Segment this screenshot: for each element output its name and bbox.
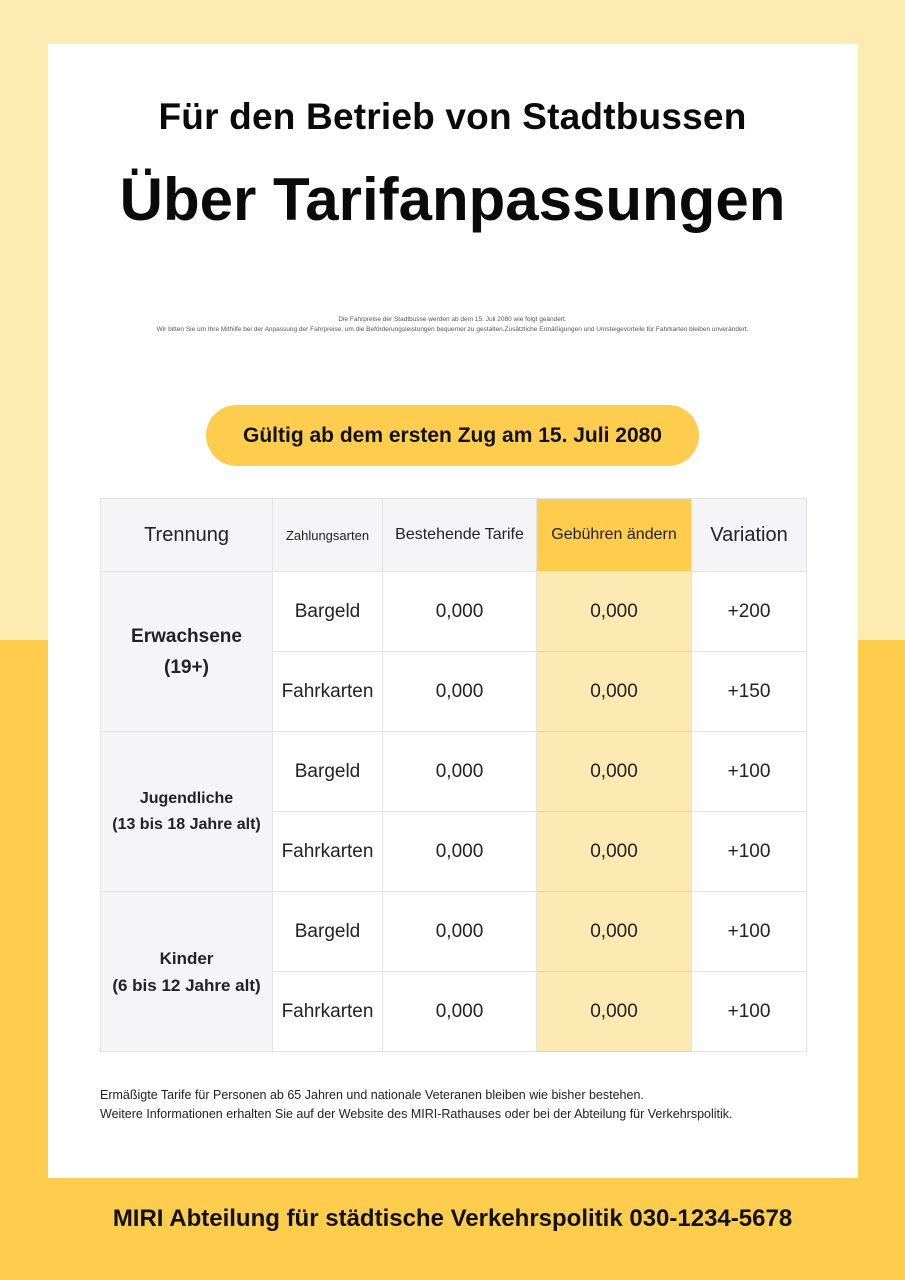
table-row: Fahrkarten 0,000 0,000 +100 <box>101 971 807 1052</box>
payment-cell: Bargeld <box>272 891 383 972</box>
variation-cell: +100 <box>691 971 807 1052</box>
group-detail: (13 bis 18 Jahre alt) <box>112 815 261 833</box>
payment-cell: Bargeld <box>272 731 383 812</box>
validity-badge: Gültig ab dem ersten Zug am 15. Juli 208… <box>206 405 699 466</box>
header-variation: Variation <box>691 498 807 572</box>
table-header-row: Trennung Zahlungsarten Bestehende Tarife… <box>100 498 807 572</box>
existing-fare-cell: 0,000 <box>382 891 537 972</box>
payment-cell: Fahrkarten <box>272 811 383 892</box>
group-detail: (6 bis 12 Jahre alt) <box>112 975 261 995</box>
changed-fare-cell: 0,000 <box>536 651 692 732</box>
variation-cell: +150 <box>691 651 807 732</box>
table-row: Erwachsene (19+) Bargeld 0,000 0,000 +20… <box>100 571 807 732</box>
page-title: Über Tarifanpassungen <box>119 166 786 233</box>
tariff-table: Trennung Zahlungsarten Bestehende Tarife… <box>100 498 807 1052</box>
group-cell-jugendliche: Jugendliche (13 bis 18 Jahre alt) <box>100 731 273 892</box>
changed-fare-cell: 0,000 <box>536 571 692 652</box>
group-name: Jugendliche <box>139 789 234 807</box>
existing-fare-cell: 0,000 <box>382 971 537 1052</box>
notice-line-2: Wir bitten Sie um Ihre Mithilfe bei der … <box>156 326 749 333</box>
page-subtitle: Für den Betrieb von Stadtbussen <box>158 96 747 137</box>
footnotes: Ermäßigte Tarife für Personen ab 65 Jahr… <box>100 1086 733 1124</box>
group-cell-erwachsene: Erwachsene (19+) <box>100 571 273 732</box>
changed-fare-cell: 0,000 <box>536 731 692 812</box>
payment-cell: Fahrkarten <box>272 651 383 732</box>
table-row: Fahrkarten 0,000 0,000 +100 <box>101 811 807 892</box>
table-row: Fahrkarten 0,000 0,000 +150 <box>101 651 807 732</box>
existing-fare-cell: 0,000 <box>382 651 537 732</box>
changed-fare-cell: 0,000 <box>536 811 692 892</box>
variation-cell: +100 <box>691 731 807 812</box>
footer-contact: MIRI Abteilung für städtische Verkehrspo… <box>112 1205 793 1232</box>
group-detail: (19+) <box>164 656 209 678</box>
header-zahlungsarten: Zahlungsarten <box>272 498 383 572</box>
header-trennung: Trennung <box>100 498 273 572</box>
table-row: Jugendliche (13 bis 18 Jahre alt) Bargel… <box>100 731 807 892</box>
existing-fare-cell: 0,000 <box>382 571 537 652</box>
header-gebuehren-aendern: Gebühren ändern <box>536 498 692 572</box>
footnote-line-1: Ermäßigte Tarife für Personen ab 65 Jahr… <box>100 1088 644 1102</box>
payment-cell: Fahrkarten <box>272 971 383 1052</box>
group-name: Kinder <box>159 948 214 968</box>
existing-fare-cell: 0,000 <box>382 811 537 892</box>
group-cell-kinder: Kinder (6 bis 12 Jahre alt) <box>100 891 273 1052</box>
table-row: Kinder (6 bis 12 Jahre alt) Bargeld 0,00… <box>100 891 807 1052</box>
group-name: Erwachsene <box>131 625 242 647</box>
header-bestehende-tarife: Bestehende Tarife <box>382 498 537 572</box>
variation-cell: +100 <box>691 811 807 892</box>
notice-text: Die Fahrpreise der Stadtbusse werden ab … <box>60 315 845 335</box>
variation-cell: +100 <box>691 891 807 972</box>
changed-fare-cell: 0,000 <box>536 891 692 972</box>
footnote-line-2: Weitere Informationen erhalten Sie auf d… <box>100 1107 733 1121</box>
notice-line-1: Die Fahrpreise der Stadtbusse werden ab … <box>338 316 567 323</box>
payment-cell: Bargeld <box>272 571 383 652</box>
variation-cell: +200 <box>691 571 807 652</box>
changed-fare-cell: 0,000 <box>536 971 692 1052</box>
existing-fare-cell: 0,000 <box>382 731 537 812</box>
